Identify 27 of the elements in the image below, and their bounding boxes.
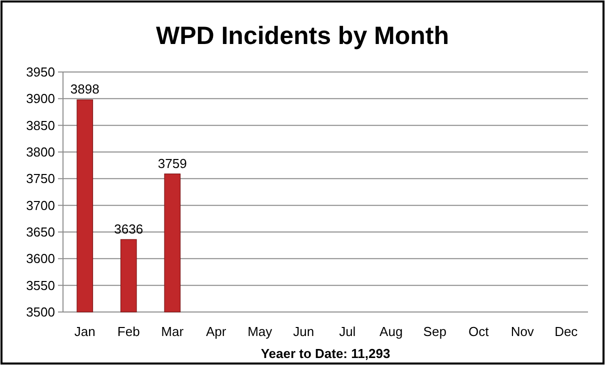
y-tick-label: 3750 [26, 171, 55, 186]
x-tick-label: Feb [117, 324, 140, 339]
x-tick-label: Jan [74, 324, 96, 339]
x-tick-label: Aug [380, 324, 403, 339]
x-tick-label: Sep [423, 324, 446, 339]
y-tick-label: 3550 [26, 278, 55, 293]
y-tick-label: 3950 [26, 64, 55, 80]
x-tick-label: Apr [206, 324, 227, 339]
x-tick-label: Oct [468, 324, 490, 339]
y-tick-label: 3700 [26, 198, 55, 213]
y-tick-label: 3800 [26, 144, 55, 160]
x-tick-label: Mar [161, 324, 184, 339]
x-axis-title: Yeaer to Date: 11,293 [260, 346, 390, 361]
y-tick-label: 3850 [26, 118, 55, 133]
x-tick-label: Dec [554, 324, 578, 339]
data-label: 3898 [70, 82, 100, 97]
y-tick-label: 3650 [26, 224, 55, 240]
y-tick-label: 3900 [26, 91, 55, 106]
data-label: 3636 [114, 221, 144, 236]
x-tick-label: Jul [339, 324, 356, 339]
y-tick-label: 3600 [26, 251, 55, 266]
y-tick-label: 3500 [26, 304, 55, 320]
chart-title: WPD Incidents by Month [156, 22, 450, 50]
x-tick-label: Nov [510, 324, 534, 339]
x-tick-label: Jun [293, 324, 314, 339]
data-label: 3759 [158, 156, 187, 171]
x-tick-label: May [248, 324, 273, 339]
